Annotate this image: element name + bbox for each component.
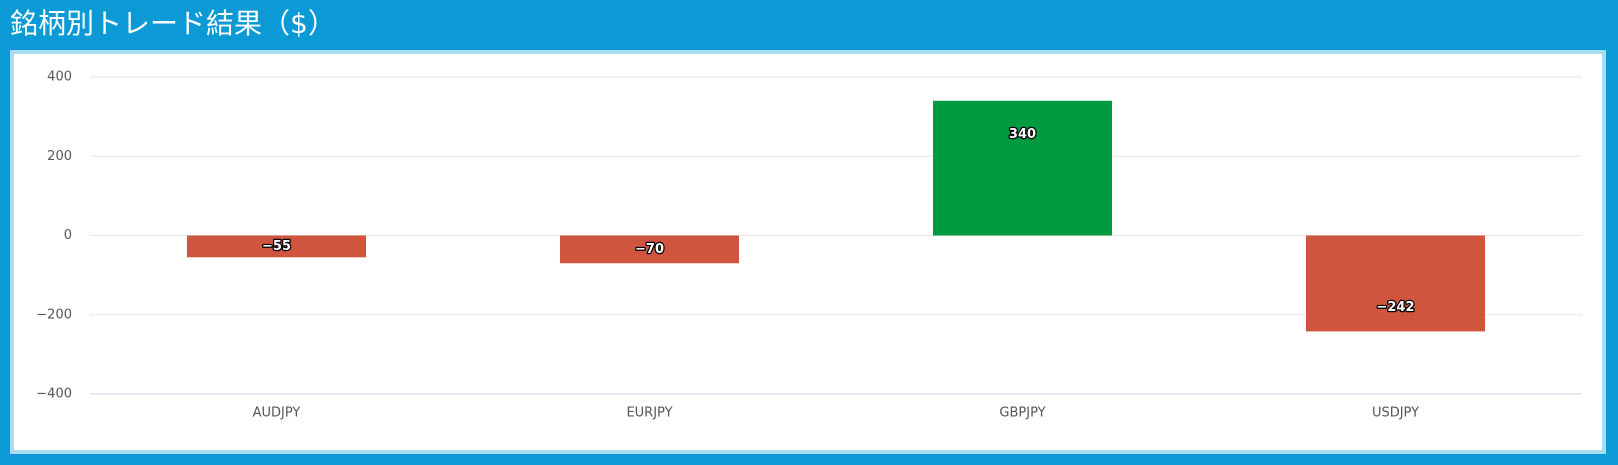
y-tick-label: 400 [47, 70, 72, 85]
data-label: −242 [1376, 300, 1414, 315]
x-tick-label: GBPJPY [999, 406, 1045, 421]
chart: −400 −200 0 200 400 AUDJPY −55 EURJPY −70 GBPJPY 3… [36, 70, 1582, 421]
x-tick-label: AUDJPY [253, 406, 301, 421]
data-label: −55 [262, 239, 291, 254]
bar [559, 235, 740, 264]
bar [932, 100, 1113, 236]
bar [186, 235, 367, 258]
x-tick-label: USDJPY [1372, 406, 1419, 421]
chart-title: 銘柄別トレード結果（$） [10, 7, 336, 40]
x-tick-label: EURJPY [626, 406, 672, 421]
y-tick-label: 0 [64, 228, 72, 243]
y-tick-label: 200 [47, 149, 72, 164]
data-label: −70 [635, 242, 664, 257]
y-tick-label: −400 [36, 387, 72, 402]
y-tick-label: −200 [36, 307, 72, 322]
chart-panel: −400 −200 0 200 400 AUDJPY −55 EURJPY −70 GBPJPY 3… [10, 50, 1606, 454]
data-label: 340 [1009, 127, 1036, 142]
bar [1305, 235, 1486, 332]
